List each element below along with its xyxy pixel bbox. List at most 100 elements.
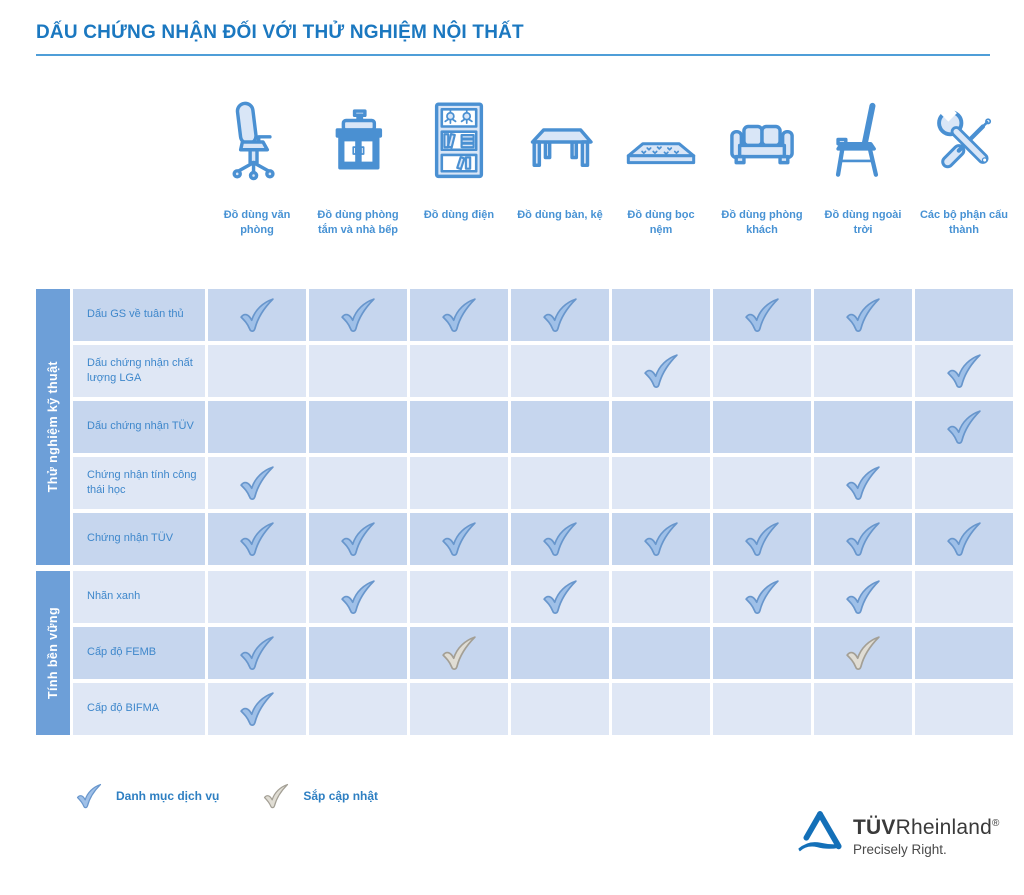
table-icon: [517, 82, 603, 190]
matrix-cell: [410, 289, 508, 341]
check-icon-blue: [341, 580, 375, 614]
check-icon-blue: [76, 783, 102, 809]
matrix-cell: [915, 683, 1013, 735]
column-header-3: Đồ dùng điện: [410, 82, 508, 238]
matrix-cell: [410, 401, 508, 453]
column-label: Đồ dùng ngoài trời: [824, 209, 902, 236]
matrix-cell: [713, 457, 811, 509]
matrix-cell: [309, 289, 407, 341]
column-headers: Đồ dùng văn phòng Đồ dùng phòng tắm và n…: [208, 82, 1013, 238]
legend-item-gray: Sắp cập nhật: [261, 783, 378, 809]
check-icon-blue: [947, 522, 981, 556]
matrix-cell: [208, 683, 306, 735]
matrix-cell: [814, 627, 912, 679]
matrix-cell: [814, 345, 912, 397]
column-header-8: Các bộ phận cấu thành: [915, 82, 1013, 238]
check-icon-blue: [846, 580, 880, 614]
table-row: Cấp độ BIFMA: [73, 683, 1013, 735]
check-icon-blue: [543, 580, 577, 614]
matrix-cell: [208, 401, 306, 453]
table-row: Chứng nhận tính công thái học: [73, 457, 1013, 509]
check-icon-blue: [240, 522, 274, 556]
matrix-cell: [208, 345, 306, 397]
matrix-cell: [309, 683, 407, 735]
matrix-cell: [612, 457, 710, 509]
check-icon-blue: [947, 410, 981, 444]
chair-icon: [820, 82, 906, 190]
matrix-cell: [814, 401, 912, 453]
check-icon-blue: [644, 354, 678, 388]
matrix-cell: [612, 345, 710, 397]
table-row: Dấu chứng nhận chất lượng LGA: [73, 345, 1013, 397]
matrix-cell: [713, 345, 811, 397]
matrix-cell: [511, 289, 609, 341]
matrix-cell: [511, 571, 609, 623]
matrix-cell: [612, 401, 710, 453]
column-header-7: Đồ dùng ngoài trời: [814, 82, 912, 238]
logo-text: TÜVRheinland® Precisely Right.: [853, 810, 1000, 857]
logo-wordmark: TÜVRheinland®: [853, 816, 1000, 839]
check-icon-blue: [846, 466, 880, 500]
title-underline: [36, 54, 990, 56]
matrix-cell: [814, 289, 912, 341]
matrix-cell: [814, 457, 912, 509]
matrix-cell: [612, 627, 710, 679]
matrix-cell: [309, 401, 407, 453]
matrix-cell: [208, 457, 306, 509]
matrix-cell: [309, 571, 407, 623]
bookshelf-lamps-icon: [416, 82, 502, 190]
check-icon-blue: [745, 580, 779, 614]
row-label: Nhãn xanh: [73, 571, 205, 623]
matrix-cell: [713, 627, 811, 679]
check-icon-blue: [442, 522, 476, 556]
column-label: Đồ dùng phòng tắm và nhà bếp: [317, 209, 399, 236]
page-title: DẤU CHỨNG NHẬN ĐỐI VỚI THỬ NGHIỆM NỘI TH…: [36, 22, 524, 43]
check-icon-blue: [240, 466, 274, 500]
office-chair-icon: [214, 82, 300, 190]
matrix-cell: [915, 345, 1013, 397]
matrix-cell: [915, 289, 1013, 341]
row-label: Dấu chứng nhận TÜV: [73, 401, 205, 453]
check-icon-blue: [644, 522, 678, 556]
matrix-cell: [612, 683, 710, 735]
matrix-cell: [915, 401, 1013, 453]
matrix-cell: [208, 571, 306, 623]
bathroom-cabinet-icon: [315, 82, 401, 190]
tuv-rheinland-logo: TÜVRheinland® Precisely Right.: [797, 810, 1000, 857]
check-icon-blue: [341, 522, 375, 556]
sofa-icon: [719, 82, 805, 190]
matrix-cell: [410, 627, 508, 679]
matrix-cell: [511, 401, 609, 453]
check-icon-blue: [745, 298, 779, 332]
matrix-cell: [208, 627, 306, 679]
column-label: Các bộ phận cấu thành: [919, 209, 1009, 236]
row-label: Chứng nhận tính công thái học: [73, 457, 205, 509]
matrix-cell: [410, 683, 508, 735]
matrix-cell: [814, 513, 912, 565]
matrix-cell: [713, 289, 811, 341]
column-label: Đồ dùng điện: [423, 209, 495, 221]
column-label: Đồ dùng bàn, kệ: [517, 209, 603, 221]
matrix-cell: [309, 513, 407, 565]
group-sidebar-label: Tính bền vững: [36, 571, 70, 735]
column-header-4: Đồ dùng bàn, kệ: [511, 82, 609, 238]
column-header-2: Đồ dùng phòng tắm và nhà bếp: [309, 82, 407, 238]
matrix-cell: [915, 457, 1013, 509]
matrix-cell: [309, 457, 407, 509]
matrix-cell: [814, 571, 912, 623]
check-icon-blue: [341, 298, 375, 332]
matrix-cell: [208, 513, 306, 565]
matrix-cell: [612, 513, 710, 565]
matrix-cell: [713, 401, 811, 453]
check-icon-blue: [240, 298, 274, 332]
matrix-cell: [410, 457, 508, 509]
check-icon-gray: [846, 636, 880, 670]
matrix-cell: [713, 513, 811, 565]
check-icon-blue: [543, 522, 577, 556]
matrix-cell: [612, 571, 710, 623]
matrix-cell: [511, 457, 609, 509]
matrix-cell: [309, 627, 407, 679]
legend-label: Danh mục dịch vụ: [116, 789, 220, 803]
matrix-cell: [410, 571, 508, 623]
matrix-cell: [410, 513, 508, 565]
